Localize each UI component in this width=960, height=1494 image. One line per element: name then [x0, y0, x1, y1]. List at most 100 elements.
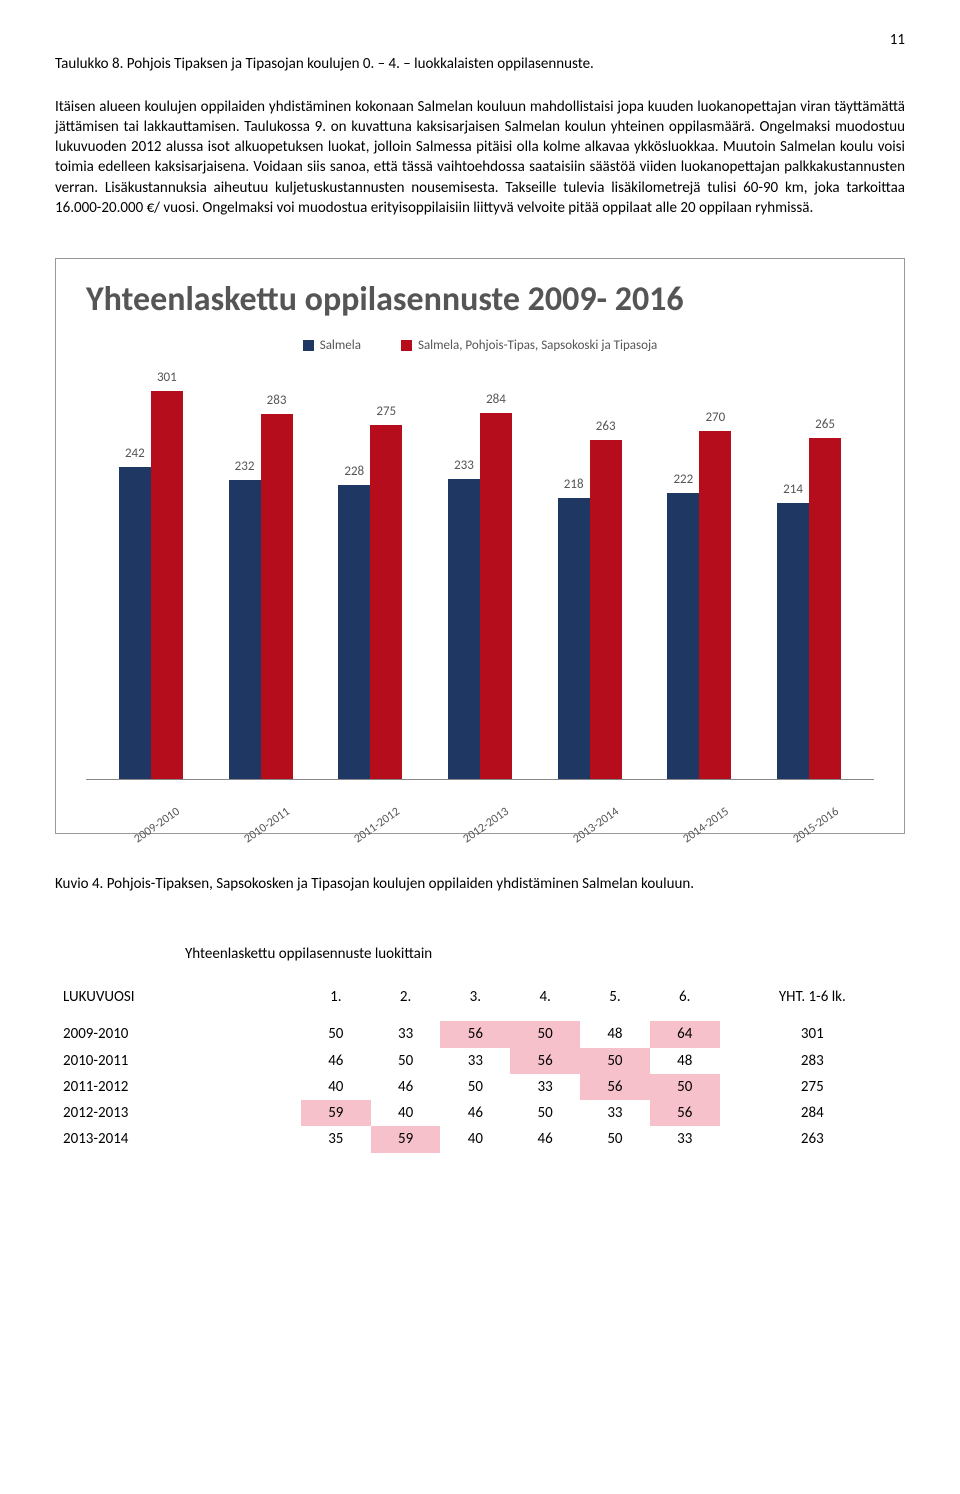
table-cell: 40 [371, 1100, 441, 1126]
table-cell: 59 [371, 1126, 441, 1152]
bar-group: 218 263 [558, 440, 622, 779]
bar-group: 228275 [338, 425, 402, 780]
table-row: 2010-2011465033565048283 [55, 1048, 905, 1074]
legend-item-salmela: Salmela [303, 337, 361, 355]
bar-salmela: 232 [229, 480, 261, 779]
table-cell: 50 [580, 1048, 650, 1074]
bar-combined: 284 [480, 413, 512, 779]
table-cell: 46 [301, 1048, 371, 1074]
chart-container: Yhteenlaskettu oppilasennuste 2009- 2016… [55, 258, 905, 834]
table-cell: 263 [720, 1126, 905, 1152]
table-cell: 50 [510, 1100, 580, 1126]
legend-label-combined: Salmela, Pohjois-Tipas, Sapsokoski ja Ti… [418, 337, 657, 355]
table-cell: 48 [580, 1021, 650, 1047]
bar-combined: 283 [261, 414, 293, 779]
table-body: 2009-20105033565048643012010-20114650335… [55, 1021, 905, 1152]
bar-label: 270 [705, 409, 725, 427]
bar-group: 214265 [777, 438, 841, 780]
table-cell: 59 [301, 1100, 371, 1126]
table-row: 2012-2013594046503356284 [55, 1100, 905, 1126]
chart-x-axis: 2009-20102010-20112011-20122012-20132013… [86, 786, 874, 802]
bar-label: 283 [267, 392, 287, 410]
bar-combined: 263 [590, 440, 622, 779]
chart-title: Yhteenlaskettu oppilasennuste 2009- 2016 [86, 277, 874, 323]
table-cell: 33 [650, 1126, 720, 1152]
table-header-cell: 5. [580, 984, 650, 1021]
table-cell: 35 [301, 1126, 371, 1152]
table-cell: 56 [440, 1021, 510, 1047]
table-cell: 40 [301, 1074, 371, 1100]
bar-combined: 301 [151, 391, 183, 779]
body-paragraph: Itäisen alueen koulujen oppilaiden yhdis… [55, 97, 905, 219]
table-cell: 50 [371, 1048, 441, 1074]
table-cell: 46 [371, 1074, 441, 1100]
bar-salmela: 233 [448, 479, 480, 780]
caption-kuvio-4: Kuvio 4. Pohjois-Tipaksen, Sapsokosken j… [55, 874, 905, 894]
table-cell: 56 [580, 1074, 650, 1100]
table-cell: 46 [440, 1100, 510, 1126]
page-number: 11 [55, 30, 905, 50]
bar-label: 263 [596, 418, 616, 436]
table-cell: 48 [650, 1048, 720, 1074]
table-cell-year: 2012-2013 [55, 1100, 301, 1126]
bar-combined: 275 [370, 425, 402, 780]
table-cell: 56 [510, 1048, 580, 1074]
bar-salmela: 214 [777, 503, 809, 779]
table-cell-year: 2010-2011 [55, 1048, 301, 1074]
bar-group: 242301 [119, 391, 183, 779]
table-cell: 64 [650, 1021, 720, 1047]
x-axis-label: 2015-2016 [771, 804, 842, 860]
legend-swatch-combined [401, 340, 412, 351]
bar-label: 265 [815, 416, 835, 434]
bar-group: 233284 [448, 413, 512, 779]
table-header-cell: 1. [301, 984, 371, 1021]
x-axis-label: 2014-2015 [661, 804, 732, 860]
table-header-cell: 4. [510, 984, 580, 1021]
legend-swatch-salmela [303, 340, 314, 351]
table-row: 2011-2012404650335650275 [55, 1074, 905, 1100]
x-axis-label: 2012-2013 [442, 804, 513, 860]
bar-salmela: 228 [338, 485, 370, 779]
table-cell: 33 [440, 1048, 510, 1074]
table-cell-year: 2011-2012 [55, 1074, 301, 1100]
table-cell: 275 [720, 1074, 905, 1100]
bar-label: 284 [486, 391, 506, 409]
table-cell-year: 2009-2010 [55, 1021, 301, 1047]
bar-label: 228 [344, 463, 364, 481]
bar-label: 218 [564, 476, 584, 494]
bar-label: 214 [783, 481, 803, 499]
table-cell: 50 [650, 1074, 720, 1100]
table-cell: 50 [510, 1021, 580, 1047]
table-cell-year: 2013-2014 [55, 1126, 301, 1152]
bar-label: 275 [376, 403, 396, 421]
bar-label: 222 [673, 471, 693, 489]
table-header-cell: 2. [371, 984, 441, 1021]
table-cell: 33 [371, 1021, 441, 1047]
bar-combined: 265 [809, 438, 841, 780]
legend-item-combined: Salmela, Pohjois-Tipas, Sapsokoski ja Ti… [401, 337, 657, 355]
table-cell: 56 [650, 1100, 720, 1126]
table-cell: 301 [720, 1021, 905, 1047]
bar-label: 301 [157, 369, 177, 387]
chart-legend: Salmela Salmela, Pohjois-Tipas, Sapsokos… [86, 337, 874, 355]
table-cell: 46 [510, 1126, 580, 1152]
bar-label: 232 [235, 458, 255, 476]
x-axis-label: 2011-2012 [332, 804, 403, 860]
table-header-row: LUKUVUOSI1.2.3.4.5.6.YHT. 1-6 lk. [55, 984, 905, 1021]
table-cell: 40 [440, 1126, 510, 1152]
table-header-cell: LUKUVUOSI [55, 984, 301, 1021]
legend-label-salmela: Salmela [320, 337, 361, 355]
table-cell: 33 [580, 1100, 650, 1126]
caption-taulukko-8: Taulukko 8. Pohjois Tipaksen ja Tipasoja… [55, 54, 905, 74]
x-axis-label: 2013-2014 [552, 804, 623, 860]
chart-plot-area: 2423012322832282752332842182632222702142… [86, 380, 874, 780]
table-cell: 50 [440, 1074, 510, 1100]
table-header-cell: 3. [440, 984, 510, 1021]
bar-group: 232283 [229, 414, 293, 779]
table-row: 2013-2014355940465033263 [55, 1126, 905, 1152]
table-cell: 50 [580, 1126, 650, 1152]
table-cell: 50 [301, 1021, 371, 1047]
table-header-cell: YHT. 1-6 lk. [720, 984, 905, 1021]
table-cell: 33 [510, 1074, 580, 1100]
table-cell: 283 [720, 1048, 905, 1074]
